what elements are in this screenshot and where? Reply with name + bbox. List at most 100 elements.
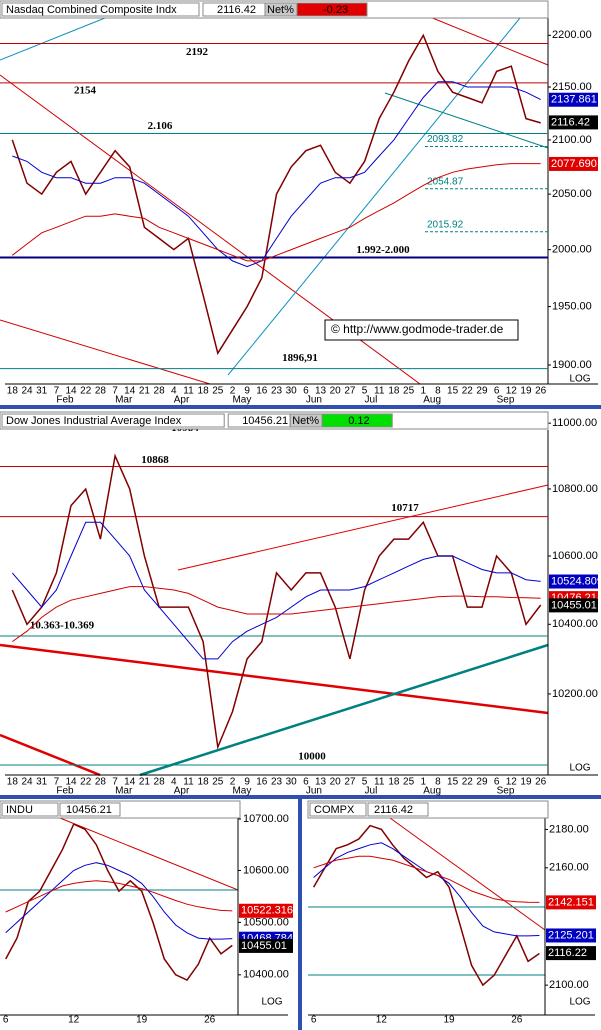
value-box bbox=[549, 156, 598, 171]
header-name: INDU bbox=[6, 804, 33, 816]
header-name-box bbox=[309, 802, 367, 817]
value-box bbox=[549, 115, 598, 130]
x-tick-label: 13 bbox=[315, 386, 327, 397]
x-tick-label: 1 bbox=[420, 777, 426, 788]
value-box-label: 2125.201 bbox=[548, 929, 594, 941]
x-tick-label: 25 bbox=[403, 777, 415, 788]
value-box bbox=[546, 946, 596, 961]
log-label: LOG bbox=[569, 374, 590, 385]
y-tick-label: 10200.00 bbox=[552, 688, 598, 700]
header-price-box bbox=[59, 802, 121, 817]
level-label: 10868 bbox=[141, 454, 169, 466]
separator bbox=[0, 405, 601, 409]
moving-average bbox=[5, 880, 233, 913]
y-tick-label: 2150.00 bbox=[552, 81, 592, 93]
y-tick-label: 2100.00 bbox=[549, 979, 589, 991]
month-label: Aug bbox=[423, 395, 441, 406]
level-label: 2154 bbox=[74, 84, 97, 96]
copyright-box bbox=[324, 319, 519, 341]
level-label: 10717 bbox=[391, 502, 419, 514]
trendline bbox=[139, 643, 549, 777]
x-tick-label: 28 bbox=[154, 777, 166, 788]
month-label: Apr bbox=[174, 786, 190, 797]
x-tick-label: 26 bbox=[511, 1015, 523, 1026]
trendline bbox=[389, 817, 546, 931]
x-tick-label: 20 bbox=[330, 386, 342, 397]
x-tick-label: 19 bbox=[520, 777, 532, 788]
moving-average bbox=[12, 586, 541, 643]
net-value: 0.12 bbox=[348, 415, 369, 427]
x-tick-label: 9 bbox=[244, 777, 250, 788]
y-tick-label: 10400.00 bbox=[552, 618, 598, 630]
value-box bbox=[239, 938, 293, 953]
header-price: 2116.42 bbox=[374, 804, 413, 816]
header-price: 10456.21 bbox=[66, 804, 112, 816]
x-tick-label: 27 bbox=[344, 777, 356, 788]
y-tick-label: 2000.00 bbox=[552, 244, 592, 256]
x-tick-label: 18 bbox=[388, 777, 400, 788]
x-tick-label: 15 bbox=[447, 386, 459, 397]
y-tick-label: 10500.00 bbox=[243, 916, 289, 928]
price-line bbox=[11, 33, 541, 356]
price-line bbox=[312, 824, 540, 987]
x-tick-label: 30 bbox=[286, 777, 298, 788]
month-label: Feb bbox=[56, 395, 74, 406]
value-box bbox=[239, 903, 293, 918]
value-box-label: 10455.01 bbox=[241, 940, 287, 952]
x-tick-label: 2 bbox=[230, 386, 236, 397]
x-tick-label: 25 bbox=[212, 386, 224, 397]
month-label: Jun bbox=[306, 395, 322, 406]
x-tick-label: 2 bbox=[230, 777, 236, 788]
trendline bbox=[0, 17, 106, 61]
x-tick-label: 18 bbox=[198, 386, 210, 397]
moving-average bbox=[5, 862, 233, 940]
value-box-label: 10524.809 bbox=[551, 575, 601, 587]
month-label: Jun bbox=[306, 786, 322, 797]
x-tick-label: 18 bbox=[7, 777, 19, 788]
header-name-box bbox=[1, 413, 225, 428]
x-tick-label: 8 bbox=[435, 777, 441, 788]
trendline bbox=[0, 733, 101, 777]
x-tick-label: 11 bbox=[183, 777, 194, 788]
header-price-box bbox=[367, 802, 429, 817]
price-line bbox=[5, 823, 233, 982]
moving-average bbox=[313, 855, 540, 903]
x-tick-label: 21 bbox=[139, 386, 151, 397]
x-tick-label: 11 bbox=[374, 777, 385, 788]
x-tick-label: 6 bbox=[494, 386, 500, 397]
month-label: Jul bbox=[365, 395, 378, 406]
y-tick-label: 11000.00 bbox=[552, 417, 597, 429]
x-tick-label: 7 bbox=[54, 386, 60, 397]
level-label: 2054.87 bbox=[427, 176, 464, 187]
value-box-label: 10522.316 bbox=[241, 905, 293, 917]
x-tick-label: 12 bbox=[506, 386, 518, 397]
y-tick-label: 2050.00 bbox=[552, 188, 592, 200]
x-tick-label: 14 bbox=[124, 386, 136, 397]
x-tick-label: 14 bbox=[65, 386, 77, 397]
value-box bbox=[546, 928, 596, 943]
value-box-label: 2142.151 bbox=[548, 896, 594, 908]
trendline bbox=[177, 484, 549, 571]
x-tick-label: 12 bbox=[506, 777, 518, 788]
header-name-box bbox=[1, 802, 59, 817]
level-label: 2093.82 bbox=[427, 134, 464, 145]
value-box bbox=[549, 574, 598, 589]
separator bbox=[298, 795, 302, 1030]
trendline bbox=[0, 319, 211, 385]
x-tick-label: 22 bbox=[80, 386, 92, 397]
x-tick-label: 28 bbox=[95, 777, 107, 788]
x-tick-label: 24 bbox=[21, 777, 33, 788]
x-tick-label: 19 bbox=[444, 1015, 456, 1026]
x-tick-label: 8 bbox=[435, 386, 441, 397]
x-tick-label: 4 bbox=[171, 386, 177, 397]
moving-average bbox=[313, 842, 540, 937]
x-tick-label: 7 bbox=[54, 777, 60, 788]
x-tick-label: 19 bbox=[520, 386, 532, 397]
x-tick-label: 16 bbox=[256, 777, 268, 788]
x-tick-label: 31 bbox=[36, 777, 48, 788]
month-label: Sep bbox=[497, 786, 515, 797]
x-tick-label: 22 bbox=[462, 386, 474, 397]
level-label: 1896,91 bbox=[282, 352, 318, 364]
moving-average bbox=[11, 521, 541, 660]
